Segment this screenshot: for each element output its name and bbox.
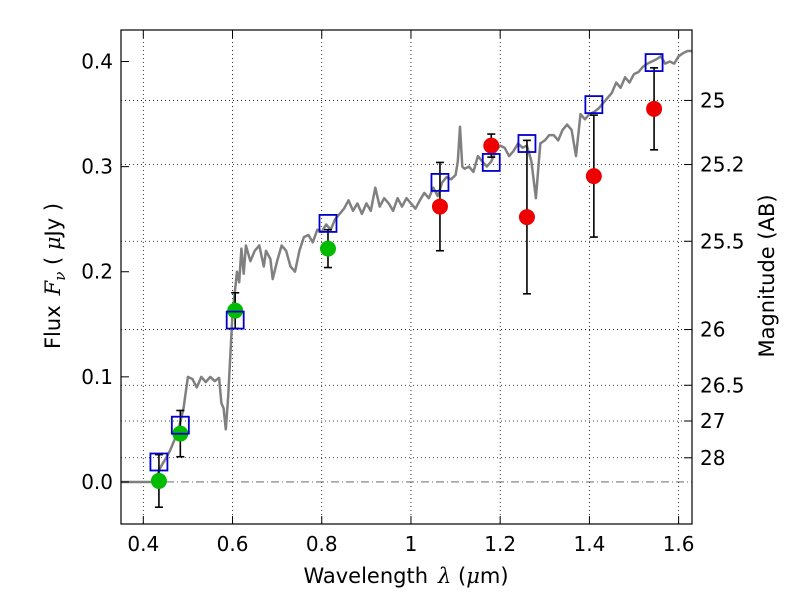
y-tick-label: 0.4 xyxy=(81,50,113,74)
model-square xyxy=(517,134,537,153)
y-tick-label: 0.3 xyxy=(81,155,113,179)
y-tick-label: 0.1 xyxy=(81,365,113,389)
grid xyxy=(121,30,692,524)
data-points xyxy=(150,100,663,489)
model-square xyxy=(318,213,338,233)
model-points xyxy=(149,53,664,472)
magnitude-tick-label: 27 xyxy=(700,409,725,433)
x-tick-label: 1.2 xyxy=(484,532,516,556)
x-tick-label: 1.4 xyxy=(573,532,605,556)
x-tick-label: 0.6 xyxy=(217,532,249,556)
model-square xyxy=(225,310,245,330)
model-square xyxy=(170,415,190,435)
magnitude-tick-label: 26 xyxy=(700,318,725,342)
plot-frame xyxy=(120,29,693,525)
magnitude-tick-label: 28 xyxy=(700,446,725,470)
model-spectrum-group xyxy=(121,49,692,484)
magnitude-tick-label: 25 xyxy=(700,88,725,112)
error-bars xyxy=(154,67,659,508)
magnitude-tick-label: 25.5 xyxy=(700,229,745,253)
red-point xyxy=(518,209,535,226)
model-square xyxy=(149,452,169,472)
x-tick-label: 0.4 xyxy=(127,532,159,556)
model-square xyxy=(430,173,450,192)
y-tick-label: 0.0 xyxy=(81,470,113,494)
red-point xyxy=(483,137,500,154)
y2-axis-label: Magnitude (AB) xyxy=(755,194,779,357)
model-spectrum-line xyxy=(121,49,692,484)
model-square xyxy=(644,53,664,72)
y-axis-label: FluxFν ( μJy ) xyxy=(41,203,69,349)
x-tick-label: 1.6 xyxy=(663,532,695,556)
model-square xyxy=(584,95,604,115)
model-square xyxy=(481,153,501,172)
red-point xyxy=(585,168,602,185)
green-point xyxy=(227,302,244,319)
green-point xyxy=(319,240,336,257)
x-tick-label: 1 xyxy=(405,532,418,556)
x-tick-label: 0.8 xyxy=(306,532,338,556)
green-point xyxy=(150,472,167,489)
axis-ticks: 0.4 0.6 0.8 1 1.2 1.4 1.6 0.0 0.1 0.2 0.3 0.4 25 25.2… xyxy=(81,30,745,556)
magnitude-tick-label: 25.2 xyxy=(700,153,745,177)
y-tick-label: 0.2 xyxy=(81,260,113,284)
magnitude-tick-label: 26.5 xyxy=(700,373,745,397)
red-point xyxy=(431,198,448,215)
red-point xyxy=(646,100,663,117)
x-axis-label: Wavelength λ (μm) xyxy=(303,564,508,588)
